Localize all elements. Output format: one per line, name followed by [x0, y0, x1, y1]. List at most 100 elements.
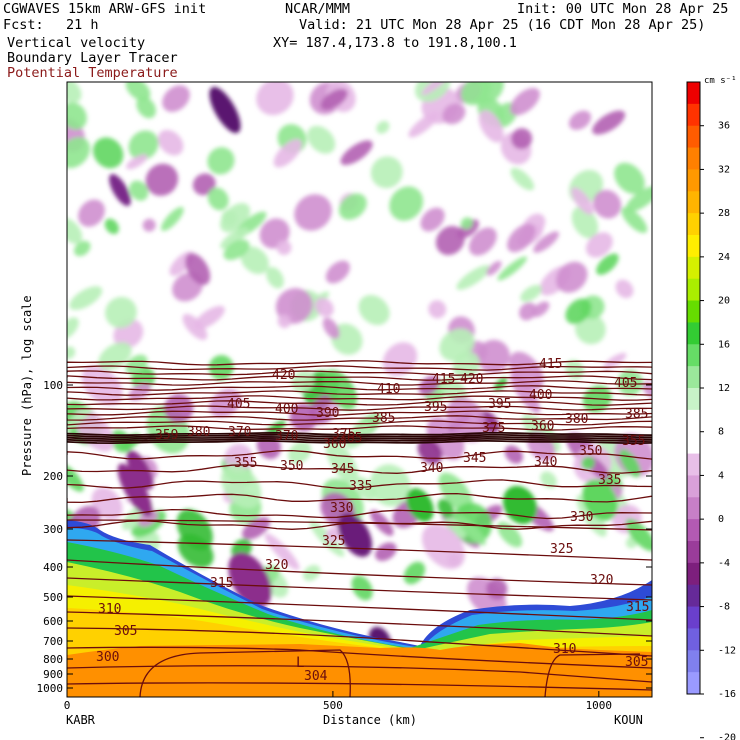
isentrope — [67, 464, 652, 474]
contour-labels: 420 415 415 420 410 405 405 400 400 390 385 395 395 3… — [96, 357, 649, 684]
contour-label: 380 — [187, 425, 210, 440]
contour-label: 420 — [272, 368, 295, 383]
velocity-cell — [223, 239, 250, 261]
contour-label: 400 — [529, 388, 552, 403]
colorbar: 36 32 28 24 20 16 12 8 4 0 -4 -8 -12 -16 -20 — [686, 81, 736, 740]
velocity-cell — [555, 261, 588, 293]
velocity-cell — [307, 125, 336, 154]
velocity-cell — [376, 120, 390, 134]
contour-label: 360 — [531, 419, 554, 434]
colorbar-label: 0 — [718, 514, 724, 525]
velocity-cell — [625, 518, 652, 552]
contour-label: 375 — [482, 421, 505, 436]
isentrope — [67, 595, 652, 621]
colorbar-swatch — [687, 541, 700, 564]
velocity-cell — [288, 441, 312, 464]
colorbar-unit: cm s⁻¹ — [704, 76, 737, 86]
contour-label: 365 — [339, 431, 362, 446]
velocity-cell — [421, 82, 451, 96]
velocity-cell — [468, 227, 497, 256]
velocity-cell — [511, 128, 533, 150]
velocity-cell — [67, 346, 76, 360]
contour-label: 355 — [234, 456, 257, 471]
isentrope — [67, 415, 652, 421]
contour-label: 325 — [322, 534, 345, 549]
isentrope — [67, 410, 652, 416]
contour-label: 359 — [155, 428, 178, 443]
contour-label: 405 — [227, 397, 250, 412]
contour-label: 320 — [265, 558, 288, 573]
y-tick-label: 300 — [43, 523, 63, 536]
velocity-cell — [603, 352, 627, 369]
velocity-cell — [273, 139, 302, 168]
colorbar-label: 32 — [718, 164, 730, 175]
contour-label: 385 — [372, 411, 395, 426]
velocity-cell — [621, 207, 648, 234]
velocity-cell — [442, 103, 466, 125]
velocity-cell — [575, 313, 606, 345]
isentrope — [67, 479, 652, 489]
colorbar-swatch — [687, 366, 700, 389]
isentrope — [67, 395, 652, 401]
colorbar-swatch — [687, 672, 700, 695]
velocity-cell — [67, 217, 83, 244]
contour-label: 300 — [96, 650, 119, 665]
colorbar-label: 28 — [718, 208, 730, 219]
velocity-core — [109, 174, 131, 206]
velocity-cell — [585, 232, 613, 258]
isentrope-closed — [544, 653, 641, 697]
velocity-cell — [456, 265, 491, 290]
contour-label: 304 — [304, 669, 328, 684]
velocity-cell — [277, 314, 291, 329]
x-tick-label: 500 — [323, 699, 343, 712]
colorbar-label: 4 — [718, 470, 724, 481]
init-time: Init: 00 UTC Mon 28 Apr 25 — [517, 1, 729, 17]
isentrope — [67, 420, 652, 426]
velocity-cell — [581, 456, 595, 470]
velocity-cell — [592, 110, 626, 135]
velocity-cell — [78, 199, 105, 227]
colorbar-swatch — [687, 344, 700, 367]
velocity-cell — [510, 373, 541, 414]
velocity-core — [209, 86, 241, 134]
velocity-cell — [438, 472, 473, 513]
velocity-cell — [507, 223, 536, 253]
contour-label: 305 — [625, 655, 648, 670]
contour-label: 330 — [570, 510, 593, 525]
velocity-cell — [256, 82, 294, 116]
contour-label: 415 — [539, 357, 562, 372]
colorbar-swatch — [687, 584, 700, 608]
velocity-cell — [369, 464, 411, 507]
velocity-cell — [322, 317, 340, 339]
y-tick-label: 800 — [43, 653, 63, 666]
fcst-label: Fcst: — [3, 17, 44, 33]
y-tick-label: 1000 — [37, 682, 64, 695]
isentrope — [67, 425, 652, 431]
velocity-cell — [69, 286, 103, 310]
low-marker: L — [296, 655, 304, 671]
velocity-cell — [221, 464, 262, 508]
velocity-cell — [596, 253, 619, 275]
velocity-cell — [126, 154, 148, 170]
isentrope — [67, 400, 652, 406]
colorbar-swatch — [687, 628, 700, 651]
velocity-cell — [486, 260, 502, 276]
velocity-cell — [128, 382, 151, 401]
isentrope — [67, 449, 652, 460]
velocity-cell — [338, 193, 367, 220]
velocity-cell — [460, 217, 474, 230]
contour-label: 415 — [432, 372, 455, 387]
velocity-cell — [568, 110, 592, 131]
colorbar-swatch — [687, 519, 700, 542]
velocity-cell — [428, 300, 447, 319]
velocity-cell — [420, 207, 445, 232]
x-axis-label: Distance (km) — [323, 713, 417, 727]
contour-label: 395 — [424, 400, 447, 415]
x-endpoint-right: KOUN — [614, 713, 643, 727]
velocity-cell — [460, 82, 492, 106]
velocity-cell — [504, 445, 523, 464]
contour-label: 315 — [626, 600, 649, 615]
velocity-cell — [355, 476, 376, 501]
colorbar-swatch — [687, 300, 700, 323]
